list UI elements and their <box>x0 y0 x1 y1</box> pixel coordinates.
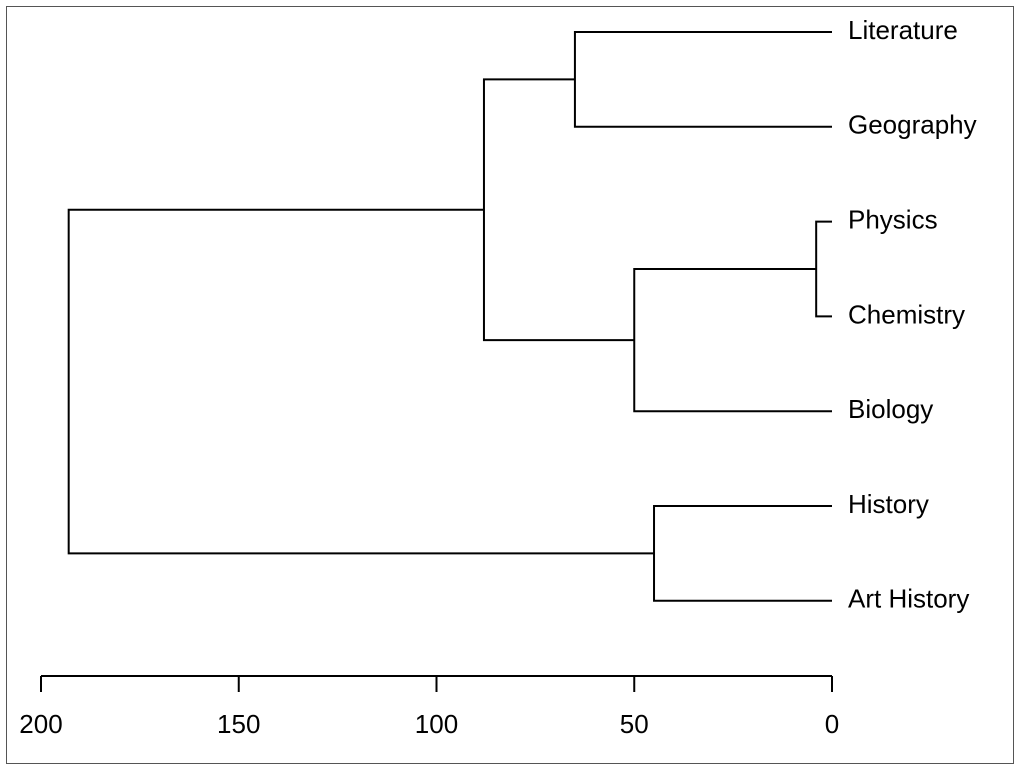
branch-m3 <box>573 31 832 128</box>
leaf-labels: Literature Geography Physics Chemistry Biolo… <box>848 15 977 614</box>
leaf-label-geography: Geography <box>848 110 977 140</box>
branch-m5 <box>482 78 635 342</box>
dendrogram-branches <box>67 31 832 602</box>
leaf-label-chemistry: Chemistry <box>848 299 965 329</box>
x-axis-tick-label: 0 <box>825 709 839 739</box>
branch-m2 <box>633 268 832 413</box>
x-axis-tick-label: 50 <box>620 709 649 739</box>
figure-frame <box>6 6 1014 764</box>
leaf-label-history: History <box>848 489 929 519</box>
x-axis-tick-label: 100 <box>415 709 458 739</box>
leaf-label-art-history: Art History <box>848 584 969 614</box>
branch-m4 <box>653 505 832 602</box>
x-axis: 200 150 100 50 0 <box>19 675 839 739</box>
branch-m1 <box>815 220 832 318</box>
leaf-label-biology: Biology <box>848 394 933 424</box>
leaf-label-physics: Physics <box>848 204 938 234</box>
branch-m6 <box>67 208 655 555</box>
leaf-label-literature: Literature <box>848 15 958 45</box>
x-axis-tick-label: 200 <box>19 709 62 739</box>
x-axis-tick-label: 150 <box>217 709 260 739</box>
